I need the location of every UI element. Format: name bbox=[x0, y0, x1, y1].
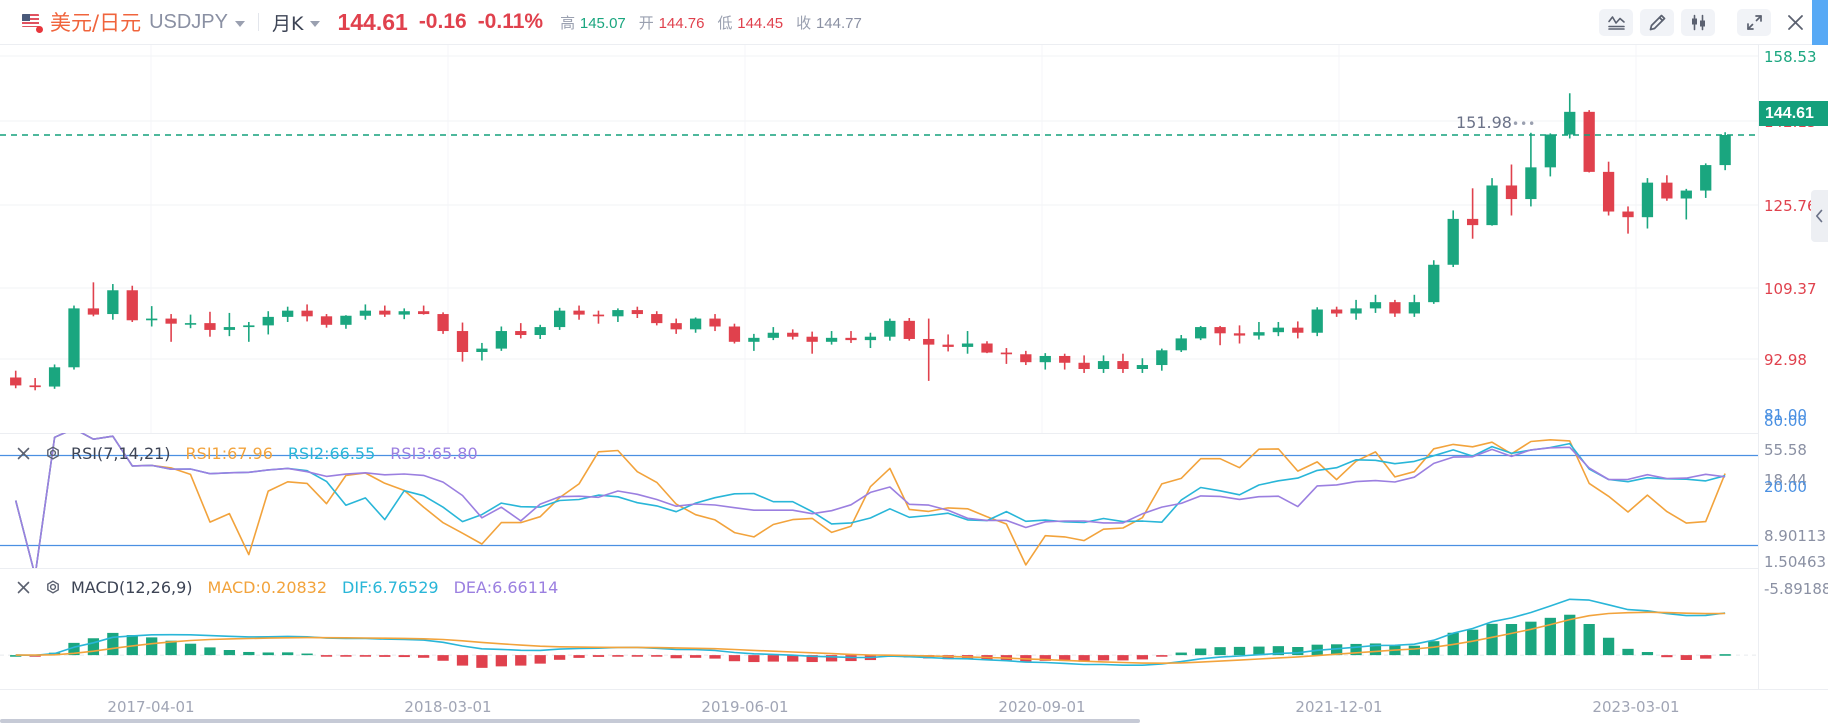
rsi2-value: RSI2:66.55 bbox=[287, 444, 376, 463]
candlestick-icon[interactable] bbox=[1681, 8, 1715, 36]
time-axis-tick-3: 2020-09-01 bbox=[998, 698, 1086, 716]
macd-axis-label-1: 1.50463 bbox=[1764, 553, 1827, 571]
rsi1-value: RSI1:67.96 bbox=[185, 444, 273, 463]
time-axis[interactable]: 2017-04-01 2018-03-01 2019-06-01 2020-09-01… bbox=[0, 689, 1828, 724]
rsi-legend: RSI(7,14,21) RSI1:67.96 RSI2:66.55 RSI3:… bbox=[8, 444, 478, 463]
symbol-name-cn[interactable]: 美元/日元 bbox=[50, 11, 142, 35]
rsi-axis-label-0: 81.00 bbox=[1764, 406, 1807, 424]
open-label: 开 bbox=[638, 13, 654, 32]
close-label: 收 bbox=[796, 13, 812, 32]
macd-legend: MACD(12,26,9) MACD:0.20832 DIF:6.76529 D… bbox=[8, 578, 558, 597]
dea-value: DEA:6.66114 bbox=[453, 578, 559, 597]
macd-indicator-name[interactable]: MACD(12,26,9) bbox=[71, 578, 193, 597]
close-icon[interactable] bbox=[1778, 9, 1812, 36]
rsi-axis-label-2: 55.58 bbox=[1764, 441, 1807, 459]
rsi-axis-label-3: 18.44 bbox=[1764, 471, 1807, 489]
macd-axis-label-2: -5.89188 bbox=[1764, 580, 1828, 598]
macd-series bbox=[0, 598, 1758, 668]
rsi-axis-label-4: 20.00 bbox=[1764, 478, 1807, 496]
header-toolbar bbox=[1599, 8, 1822, 36]
chart-header: 美元/日元 USDJPY 月K 144.61 -0.16 -0.11% 高 14… bbox=[0, 0, 1828, 45]
high-label: 高 bbox=[560, 13, 576, 32]
indicator-icon[interactable] bbox=[1599, 8, 1633, 36]
rsi-settings-gear-icon[interactable] bbox=[38, 445, 68, 463]
last-price: 144.61 bbox=[337, 8, 408, 35]
macd-value: MACD:0.20832 bbox=[207, 578, 328, 597]
period-selector-label[interactable]: 月K bbox=[271, 12, 304, 35]
fullscreen-icon[interactable] bbox=[1737, 8, 1771, 36]
time-axis-tick-0: 2017-04-01 bbox=[107, 698, 195, 716]
time-axis-tick-4: 2021-12-01 bbox=[1295, 698, 1383, 716]
symbol-code[interactable]: USDJPY bbox=[149, 10, 228, 33]
header-divider bbox=[257, 13, 259, 31]
price-axis-label-3: 109.37 bbox=[1764, 280, 1817, 298]
symbol-chevron-down-icon[interactable] bbox=[234, 20, 245, 27]
rsi-close-icon[interactable] bbox=[8, 445, 38, 462]
dif-value: DIF:6.76529 bbox=[342, 578, 439, 597]
price-axis-label-0: 158.53 bbox=[1764, 48, 1817, 66]
ohlc-close-group: 收 144.77 bbox=[796, 12, 862, 33]
price-change-percent: -0.11% bbox=[477, 10, 544, 33]
candlestick-series bbox=[0, 45, 1758, 433]
time-axis-tick-1: 2018-03-01 bbox=[404, 698, 492, 716]
price-change: -0.16 bbox=[418, 10, 467, 33]
high-value: 145.07 bbox=[579, 14, 626, 32]
panel-divider-macd bbox=[0, 568, 1758, 569]
current-price-badge: 144.61 bbox=[1759, 101, 1828, 126]
period-chevron-down-icon[interactable] bbox=[310, 20, 321, 27]
macd-settings-gear-icon[interactable] bbox=[38, 579, 68, 597]
rsi3-value: RSI3:65.80 bbox=[390, 444, 478, 463]
rsi-series bbox=[0, 433, 1758, 568]
ohlc-high-group: 高 145.07 bbox=[560, 12, 626, 33]
time-axis-tick-5: 2023-03-01 bbox=[1592, 698, 1680, 716]
close-value: 144.77 bbox=[815, 14, 862, 32]
ohlc-low-group: 低 144.45 bbox=[717, 12, 783, 33]
horizontal-scrollbar[interactable] bbox=[0, 719, 1140, 723]
price-chart-panel[interactable]: 151.98••• ••99.54 bbox=[0, 45, 1758, 433]
macd-axis-label-0: 8.90113 bbox=[1764, 527, 1827, 545]
collapse-panel-button[interactable] bbox=[1811, 190, 1828, 242]
price-axis-label-2: 125.76 bbox=[1764, 197, 1817, 215]
ohlc-open-group: 开 144.76 bbox=[639, 12, 705, 33]
rsi-panel[interactable] bbox=[0, 433, 1758, 568]
scrollbar-thumb-vertical[interactable] bbox=[1812, 0, 1828, 45]
low-label: 低 bbox=[717, 13, 733, 32]
us-flag-icon bbox=[22, 12, 43, 33]
header-symbol-group: 美元/日元 USDJPY 月K 144.61 -0.16 -0.11% 高 14… bbox=[6, 7, 1599, 37]
rsi-axis-label-1: 80.00 bbox=[1764, 412, 1807, 430]
time-axis-tick-2: 2019-06-01 bbox=[701, 698, 789, 716]
low-value: 144.45 bbox=[737, 14, 784, 32]
rsi-indicator-name[interactable]: RSI(7,14,21) bbox=[71, 444, 171, 463]
macd-panel[interactable] bbox=[0, 568, 1758, 689]
price-axis-label-4: 92.98 bbox=[1764, 351, 1807, 369]
price-axis[interactable]: 158.53142.15125.76109.3792.9881.0080.005… bbox=[1758, 45, 1828, 689]
macd-close-icon[interactable] bbox=[8, 579, 38, 596]
high-annotation: 151.98••• bbox=[1456, 113, 1537, 132]
draw-pencil-icon[interactable] bbox=[1640, 8, 1674, 36]
open-value: 144.76 bbox=[658, 14, 705, 32]
panel-divider-rsi bbox=[0, 433, 1758, 434]
